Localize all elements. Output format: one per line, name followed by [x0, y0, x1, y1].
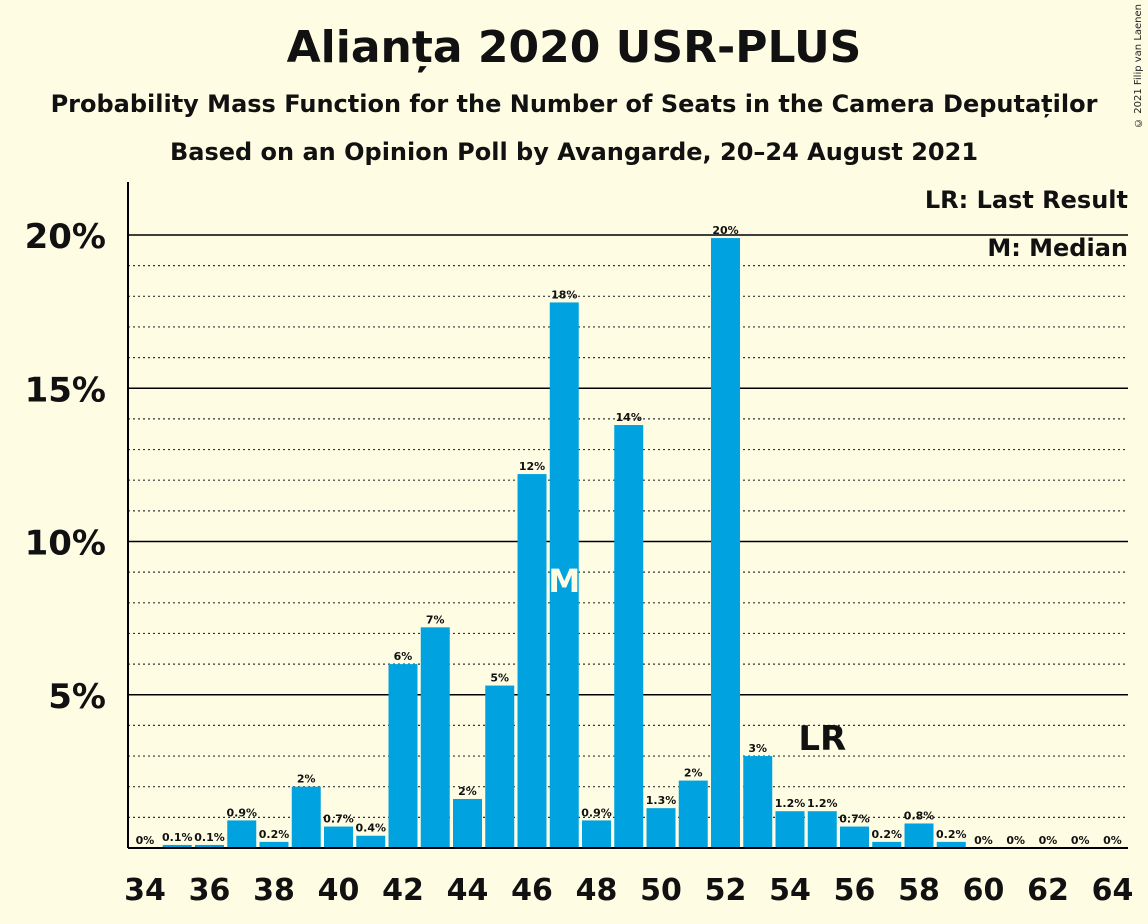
x-tick-label: 62 [1027, 873, 1069, 908]
bar-seat-45 [485, 685, 515, 848]
y-tick-label: 10% [25, 524, 106, 564]
x-tick-label: 36 [189, 873, 231, 908]
bar-label-seat-42: 6% [394, 650, 413, 663]
axes [127, 182, 1128, 849]
median-marker: M [548, 562, 580, 600]
bar-seat-36 [195, 844, 224, 848]
y-tick-label: 20% [25, 217, 106, 257]
x-tick-label: 42 [382, 873, 424, 908]
bar-seat-35 [162, 844, 192, 848]
bar-seat-42 [388, 664, 418, 848]
bar-seat-54 [775, 811, 805, 848]
legend-median: M: Median [987, 234, 1128, 262]
bar-label-seat-64: 0% [1103, 834, 1122, 847]
chart-source: Based on an Opinion Poll by Avangarde, 2… [169, 138, 979, 166]
bar-label-seat-56: 0.7% [839, 813, 870, 826]
bar-label-seat-59: 0.2% [936, 828, 967, 841]
y-axis-ticks: 5% 10% 15% 20% [25, 217, 106, 717]
bar-seat-51 [678, 780, 708, 848]
bar-seat-50 [646, 808, 676, 848]
last-result-marker: LR [798, 719, 846, 759]
bar-seat-41 [356, 835, 386, 848]
bar-seat-49 [614, 425, 644, 848]
bar-label-seat-46: 12% [519, 460, 545, 473]
x-axis-ticks: 34 36 38 40 42 44 46 48 50 52 54 56 58 60 62 64 [124, 873, 1133, 908]
bar-seat-52 [711, 238, 740, 848]
bar-label-seat-38: 0.2% [259, 828, 290, 841]
bar-label-seat-49: 14% [616, 411, 642, 424]
x-tick-label: 40 [318, 873, 360, 908]
bar-label-seat-36: 0.1% [194, 831, 225, 844]
bar-label-seat-35: 0.1% [162, 831, 193, 844]
x-tick-label: 50 [640, 873, 682, 908]
bar-seat-38 [259, 841, 289, 848]
bar-seat-58 [904, 823, 934, 848]
bar-label-seat-54: 1.2% [775, 797, 806, 810]
bar-label-seat-62: 0% [1039, 834, 1058, 847]
bar-label-seat-50: 1.3% [646, 794, 677, 807]
bar-seat-46 [517, 474, 547, 848]
x-tick-label: 54 [769, 873, 811, 908]
markers: M LR [548, 562, 846, 759]
bar-label-seat-52: 20% [712, 224, 738, 237]
bar-label-seat-48: 0.9% [581, 806, 612, 819]
legend-last-result: LR: Last Result [924, 186, 1128, 214]
x-tick-label: 38 [253, 873, 295, 908]
bar-label-seat-40: 0.7% [323, 813, 354, 826]
x-tick-label: 58 [898, 873, 940, 908]
bar-seat-55 [807, 811, 837, 848]
bar-label-seat-47: 18% [551, 288, 577, 301]
bar-seat-53 [743, 756, 773, 848]
bar-value-labels: 0% 0.1% 0.1%0.9%0.2%2%0.7%0.4%6%7%2%5%12%1… [136, 224, 1122, 847]
chart-title: Alianța 2020 USR-PLUS [286, 22, 862, 73]
bar-seat-37 [227, 820, 257, 848]
bar-label-seat-51: 2% [684, 767, 703, 780]
bar-label-seat-37: 0.9% [226, 806, 257, 819]
bar-label-seat-57: 0.2% [871, 828, 902, 841]
y-tick-label: 5% [48, 677, 106, 717]
x-tick-label: 44 [447, 873, 489, 908]
bar-label-seat-41: 0.4% [355, 822, 386, 835]
x-tick-label: 56 [834, 873, 876, 908]
bar-seat-43 [420, 627, 450, 848]
bar-label-seat-45: 5% [490, 672, 509, 685]
bar-seat-57 [872, 841, 902, 848]
bar-label-seat-53: 3% [748, 742, 767, 755]
bar-seat-48 [582, 820, 611, 848]
bar-seat-47 [549, 302, 579, 848]
bar-label-seat-58: 0.8% [904, 809, 935, 822]
bar-label-seat-63: 0% [1071, 834, 1090, 847]
bar-seat-44 [453, 798, 482, 848]
bar-label-seat-61: 0% [1006, 834, 1025, 847]
x-tick-label: 64 [1092, 873, 1134, 908]
bar-seat-39 [291, 786, 321, 848]
x-tick-label: 48 [576, 873, 618, 908]
bar-label-seat-55: 1.2% [807, 797, 838, 810]
x-tick-label: 46 [511, 873, 553, 908]
bar-label-seat-34: 0% [136, 834, 155, 847]
bar-seat-59 [936, 841, 966, 848]
bar-label-seat-44: 2% [458, 785, 477, 798]
bar-label-seat-43: 7% [426, 613, 445, 626]
bars [162, 238, 966, 848]
bar-seat-56 [840, 826, 869, 848]
y-tick-label: 15% [25, 370, 106, 410]
x-tick-label: 60 [963, 873, 1005, 908]
bar-label-seat-39: 2% [297, 773, 316, 786]
bar-seat-40 [324, 826, 353, 848]
x-tick-label: 34 [124, 873, 166, 908]
bar-label-seat-60: 0% [974, 834, 993, 847]
chart-subtitle: Probability Mass Function for the Number… [50, 90, 1098, 118]
x-tick-label: 52 [705, 873, 747, 908]
